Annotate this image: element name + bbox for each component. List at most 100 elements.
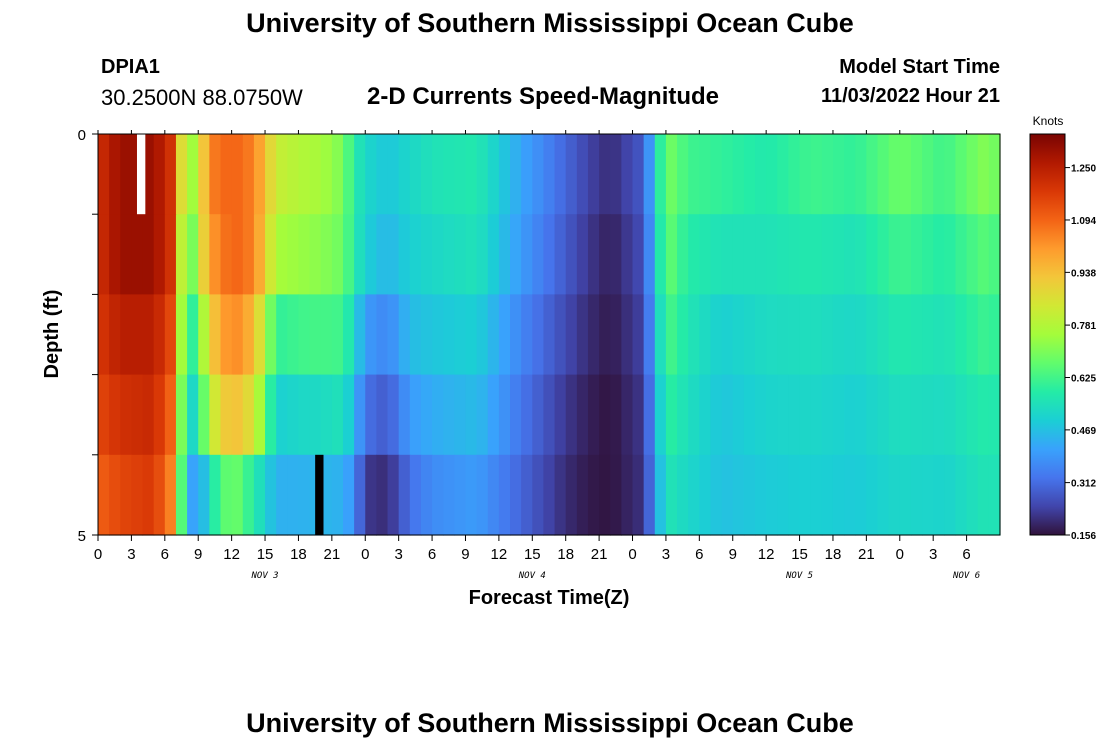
x-tick-label: 6: [695, 546, 703, 563]
heatmap-cell: [576, 454, 589, 536]
heatmap-cell: [331, 374, 344, 456]
heatmap-cell: [587, 374, 600, 456]
heatmap-cell: [342, 214, 355, 295]
heatmap-cell: [788, 134, 801, 215]
heatmap-cell: [832, 454, 845, 536]
heatmap-cell: [510, 374, 522, 456]
heatmap-cell: [877, 134, 890, 215]
heatmap-cell: [799, 134, 812, 215]
heatmap-cell: [287, 374, 300, 456]
heatmap-cell: [977, 294, 990, 376]
heatmap-cell: [777, 374, 790, 456]
heatmap-cell: [922, 454, 934, 536]
heatmap-cell: [554, 294, 567, 376]
heatmap-cell: [810, 134, 823, 215]
heatmap-cell: [320, 134, 333, 215]
heatmap-cell: [643, 214, 656, 295]
heatmap-cell: [276, 374, 288, 456]
station-coordinates: 30.2500N 88.0750W: [101, 85, 303, 110]
x-tick-label: 9: [194, 546, 202, 563]
heatmap-cell: [988, 214, 1001, 295]
heatmap-cell: [476, 454, 489, 536]
heatmap-cell: [832, 294, 845, 376]
heatmap-cell: [743, 374, 756, 456]
heatmap-cell: [354, 454, 366, 536]
heatmap-cell: [632, 454, 645, 536]
heatmap-cell: [621, 134, 634, 215]
heatmap-cell: [766, 454, 778, 536]
x-tick-label: 6: [161, 546, 169, 563]
heatmap-cell: [721, 134, 734, 215]
heatmap-cell: [654, 454, 667, 536]
heatmap-cell: [465, 294, 478, 376]
heatmap-cell: [966, 134, 979, 215]
heatmap-cell: [565, 454, 578, 536]
heatmap-cell: [443, 374, 455, 456]
heatmap-cell: [777, 454, 790, 536]
heatmap-cell: [487, 294, 500, 376]
heatmap-cell: [365, 214, 377, 295]
heatmap-cell: [98, 374, 110, 456]
heatmap-cell: [398, 294, 411, 376]
heatmap-cell: [242, 374, 255, 456]
heatmap-cell: [420, 294, 433, 376]
heatmap-cell: [565, 134, 578, 215]
heatmap-cell: [955, 454, 968, 536]
colorbar-gradient: [1029, 133, 1066, 536]
heatmap-cell: [966, 374, 979, 456]
heatmap-cell: [766, 294, 778, 376]
heatmap-cell: [454, 294, 467, 376]
heatmap-cell: [476, 294, 489, 376]
heatmap-cell: [877, 294, 890, 376]
x-tick-label: 0: [896, 546, 904, 563]
x-tick-label: 18: [825, 546, 842, 563]
heatmap-cell: [287, 214, 300, 295]
heatmap-cell: [231, 294, 244, 376]
heatmap-cell: [153, 294, 166, 376]
heatmap-cell: [966, 294, 979, 376]
heatmap-cell: [365, 454, 377, 536]
heatmap-cell: [632, 134, 645, 215]
heatmap-cell: [799, 374, 812, 456]
heatmap-cell: [498, 374, 511, 456]
heatmap-cell: [476, 134, 489, 215]
heatmap-cell: [376, 454, 389, 536]
heatmap-cell: [175, 374, 188, 456]
heatmap-cell: [710, 214, 723, 295]
heatmap-cell: [743, 294, 756, 376]
heatmap-cell: [98, 134, 110, 215]
heatmap-cell: [621, 374, 634, 456]
heatmap-cell: [432, 214, 444, 295]
heatmap-cell: [944, 454, 957, 536]
heatmap-cell: [220, 134, 233, 215]
x-tick-label: 15: [791, 546, 808, 563]
heatmap-cell: [610, 134, 622, 215]
heatmap-cell: [855, 214, 867, 295]
heatmap-cell: [253, 214, 266, 295]
x-tick-label: 12: [223, 546, 240, 563]
x-tick-label: 15: [524, 546, 541, 563]
heatmap-cell: [565, 294, 578, 376]
heatmap-cell: [632, 294, 645, 376]
heatmap-cell: [521, 134, 533, 215]
colorbar-tick-label: 0.469: [1071, 426, 1096, 437]
heatmap-cell: [877, 454, 890, 536]
heatmap-cell: [298, 454, 311, 536]
heatmap-cell: [454, 214, 467, 295]
heatmap-cell: [821, 374, 834, 456]
heatmap-cell: [732, 214, 745, 295]
heatmap-cell: [688, 134, 700, 215]
heatmap-cell: [398, 214, 411, 295]
heatmap-cell: [587, 214, 600, 295]
heatmap-cell: [910, 214, 923, 295]
heatmap-cell: [98, 454, 110, 536]
heatmap-cell: [844, 214, 856, 295]
heatmap-cell: [253, 294, 266, 376]
heatmap-cell: [599, 214, 611, 295]
heatmap-cell: [899, 374, 912, 456]
heatmap-cell: [866, 134, 879, 215]
heatmap-cell: [832, 134, 845, 215]
x-tick-label: 21: [858, 546, 875, 563]
heatmap-cell: [242, 134, 255, 215]
heatmap-cell: [465, 214, 478, 295]
